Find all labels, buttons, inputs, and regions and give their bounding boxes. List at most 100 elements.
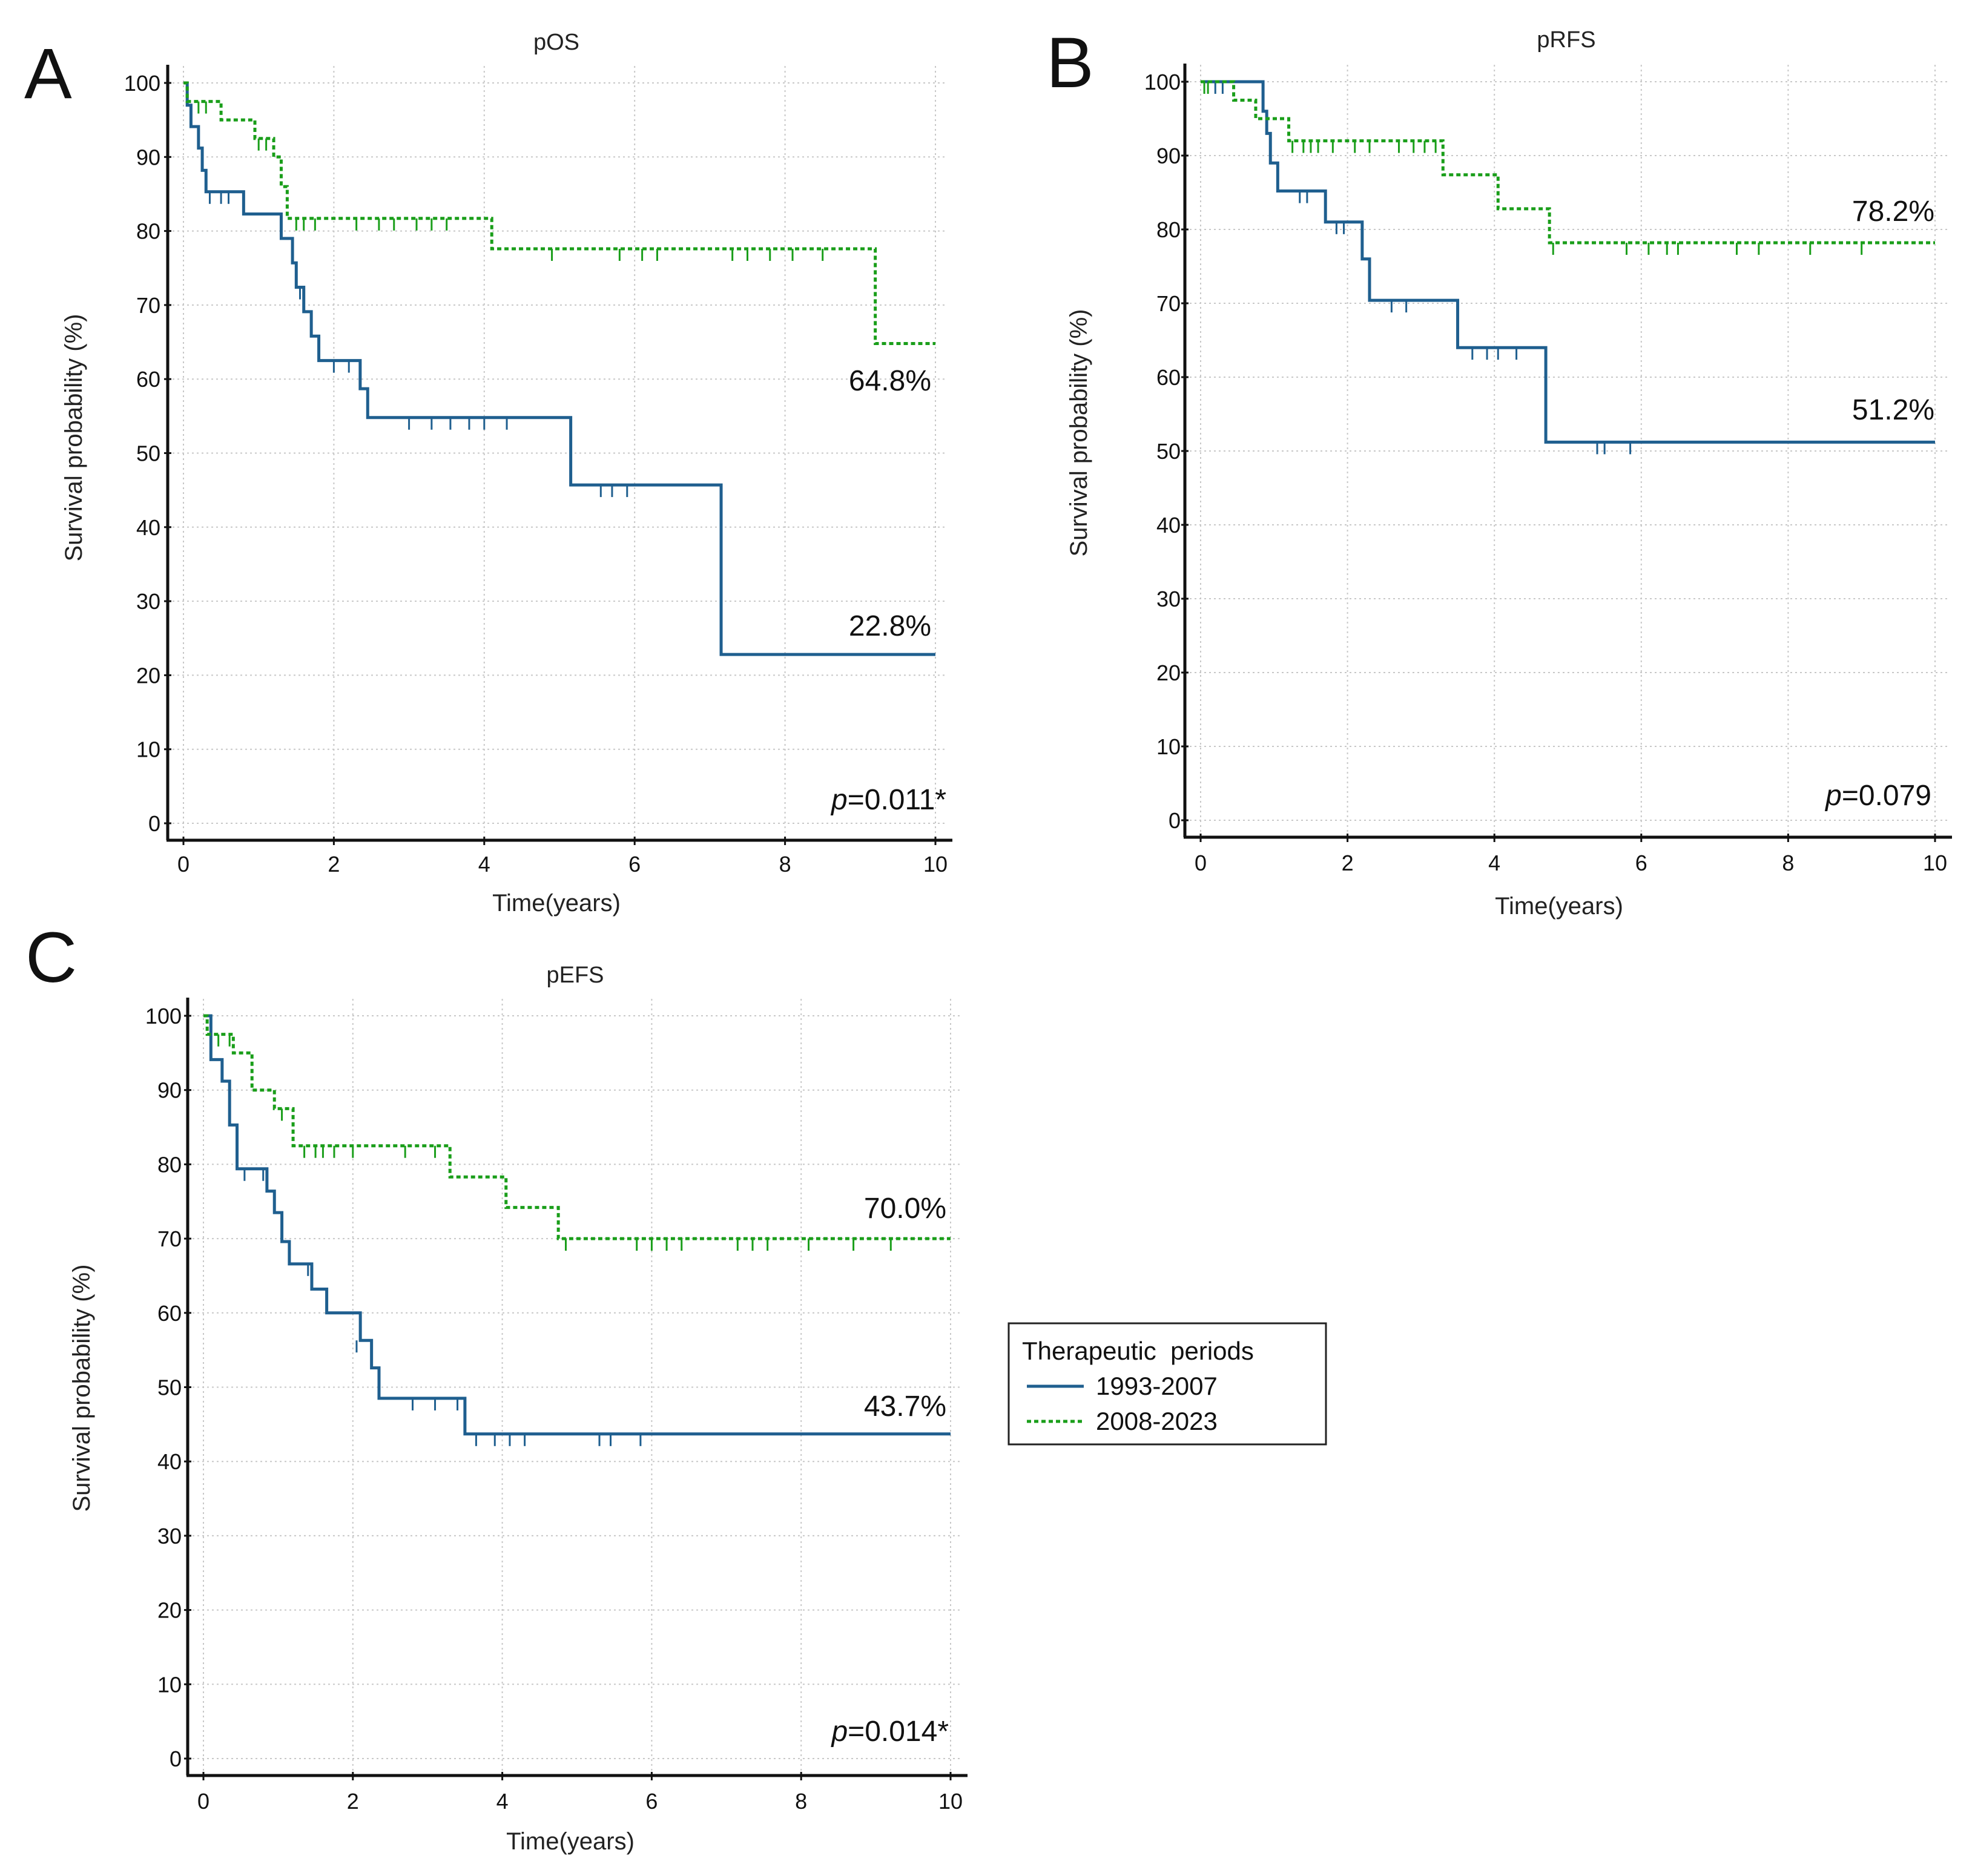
x-tick-label: 4 bbox=[1488, 851, 1500, 875]
x-tick-label: 2 bbox=[347, 1789, 359, 1814]
y-tick-label: 80 bbox=[157, 1152, 182, 1177]
x-tick-label: 10 bbox=[923, 852, 948, 877]
p-value-text: =0.014* bbox=[848, 1716, 949, 1748]
p-value-text: =0.079 bbox=[1842, 780, 1931, 812]
grid bbox=[1190, 65, 1947, 832]
x-tick-label: 6 bbox=[1635, 851, 1647, 875]
y-tick-label: 10 bbox=[157, 1672, 182, 1697]
x-tick-label: 0 bbox=[197, 1789, 209, 1814]
grid bbox=[173, 66, 948, 835]
x-tick-label: 2 bbox=[328, 852, 340, 877]
survival-curve-2008-2023 bbox=[183, 81, 935, 345]
y-tick-label: 100 bbox=[124, 71, 160, 96]
y-axis-label: Survival probability (%) bbox=[68, 1264, 95, 1512]
y-tick-label: 70 bbox=[157, 1226, 182, 1251]
legend-label-1993-2007: 1993-2007 bbox=[1096, 1372, 1218, 1400]
p-value-text: =0.011* bbox=[848, 784, 946, 816]
x-axis-label: Time(years) bbox=[1495, 893, 1623, 920]
survival-curve-1993-2007 bbox=[1201, 80, 1935, 444]
y-axis-label: Survival probability (%) bbox=[61, 314, 87, 561]
y-tick-label: 100 bbox=[1144, 70, 1181, 94]
grid bbox=[193, 999, 963, 1771]
p-value: p=0.011* bbox=[830, 784, 946, 816]
y-tick-label: 80 bbox=[1156, 217, 1181, 242]
y-tick-label: 0 bbox=[170, 1746, 182, 1771]
end-label-series-1: 51.2% bbox=[1852, 394, 1934, 426]
panel-label: C bbox=[25, 918, 77, 998]
curves bbox=[203, 1014, 951, 1446]
x-tick-label: 8 bbox=[779, 852, 791, 877]
y-tick-label: 80 bbox=[136, 219, 160, 244]
x-tick-label: 6 bbox=[628, 852, 641, 877]
y-tick-label: 40 bbox=[1156, 513, 1181, 538]
y-tick-label: 50 bbox=[157, 1375, 182, 1400]
x-tick-label: 4 bbox=[478, 852, 490, 877]
survival-curve-1993-2007 bbox=[203, 1014, 951, 1436]
y-tick-label: 0 bbox=[1169, 808, 1181, 833]
legend-box bbox=[1007, 1322, 1327, 1446]
survival-curve-1993-2007 bbox=[183, 81, 935, 656]
x-tick-label: 8 bbox=[1782, 851, 1794, 875]
end-label-series-2: 70.0% bbox=[864, 1193, 946, 1225]
panel-label: B bbox=[1046, 23, 1094, 103]
y-tick-label: 50 bbox=[1156, 439, 1181, 464]
curves bbox=[183, 81, 935, 656]
end-label-series-2: 64.8% bbox=[849, 365, 931, 397]
legend-label-2008-2023: 2008-2023 bbox=[1096, 1407, 1218, 1435]
y-tick-label: 90 bbox=[157, 1078, 182, 1103]
p-value: p=0.014* bbox=[830, 1716, 949, 1748]
p-value-symbol: p bbox=[830, 1716, 848, 1748]
survival-curve-2008-2023 bbox=[203, 1014, 951, 1240]
x-axis-label: Time(years) bbox=[492, 890, 621, 917]
y-tick-label: 90 bbox=[136, 145, 160, 169]
y-tick-label: 40 bbox=[157, 1449, 182, 1474]
y-tick-label: 40 bbox=[136, 515, 160, 540]
x-tick-label: 0 bbox=[1195, 851, 1207, 875]
chart-title: pOS bbox=[533, 30, 579, 55]
y-tick-label: 90 bbox=[1156, 143, 1181, 168]
y-tick-label: 60 bbox=[157, 1301, 182, 1326]
y-tick-label: 50 bbox=[136, 441, 160, 466]
x-tick-label: 4 bbox=[496, 1789, 509, 1814]
end-label-series-2: 78.2% bbox=[1852, 196, 1934, 228]
x-tick-label: 2 bbox=[1342, 851, 1354, 875]
x-tick-label: 8 bbox=[795, 1789, 807, 1814]
y-tick-label: 30 bbox=[157, 1524, 182, 1549]
curves bbox=[1201, 80, 1935, 455]
y-tick-label: 30 bbox=[136, 589, 160, 614]
x-tick-label: 6 bbox=[645, 1789, 658, 1814]
y-tick-label: 20 bbox=[136, 663, 160, 688]
legend-title: Therapeutic periods bbox=[1022, 1337, 1254, 1365]
legend: Therapeutic periods 1993-2007 2008-2023 bbox=[1007, 1322, 1327, 1446]
y-tick-label: 60 bbox=[1156, 365, 1181, 390]
x-tick-label: 0 bbox=[177, 852, 190, 877]
panel-label: A bbox=[24, 34, 72, 114]
x-tick-label: 10 bbox=[938, 1789, 963, 1814]
survival-curve-2008-2023 bbox=[1201, 80, 1935, 245]
y-tick-label: 20 bbox=[157, 1598, 182, 1623]
x-axis-label: Time(years) bbox=[506, 1828, 635, 1855]
x-tick-label: 10 bbox=[1923, 851, 1947, 875]
end-label-series-1: 43.7% bbox=[864, 1391, 946, 1423]
p-value: p=0.079 bbox=[1824, 780, 1931, 812]
y-tick-label: 70 bbox=[1156, 291, 1181, 316]
y-tick-label: 100 bbox=[145, 1004, 182, 1029]
y-tick-label: 70 bbox=[136, 293, 160, 318]
y-tick-label: 60 bbox=[136, 367, 160, 392]
y-tick-label: 30 bbox=[1156, 587, 1181, 611]
p-value-symbol: p bbox=[830, 784, 848, 816]
y-axis-label: Survival probability (%) bbox=[1066, 309, 1092, 556]
p-value-symbol: p bbox=[1824, 780, 1842, 812]
chart-title: pEFS bbox=[546, 963, 604, 988]
end-label-series-1: 22.8% bbox=[849, 610, 931, 642]
y-tick-label: 10 bbox=[1156, 734, 1181, 759]
y-tick-label: 20 bbox=[1156, 660, 1181, 685]
y-tick-label: 10 bbox=[136, 737, 160, 762]
